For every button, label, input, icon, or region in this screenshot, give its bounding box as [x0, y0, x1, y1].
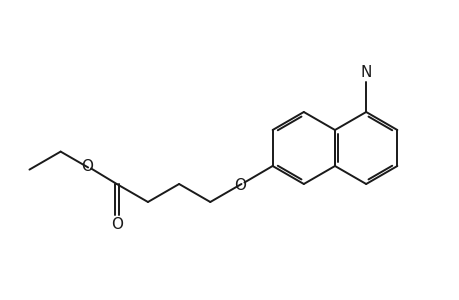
- Text: N: N: [360, 65, 371, 80]
- Text: O: O: [234, 178, 246, 193]
- Text: O: O: [81, 159, 93, 174]
- Text: O: O: [111, 217, 123, 232]
